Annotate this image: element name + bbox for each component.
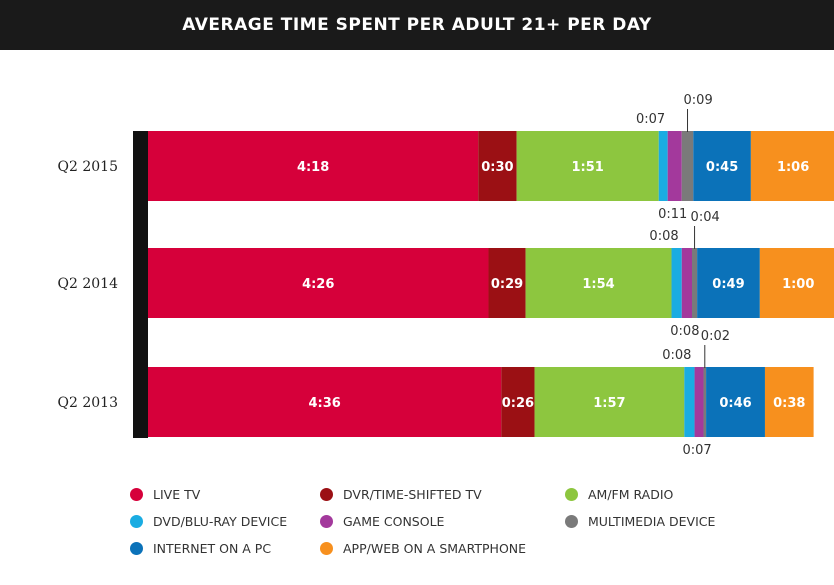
legend-item-dvr-time-shifted-tv: DVR/TIME-SHIFTED TV <box>320 484 482 504</box>
legend-swatch <box>565 514 578 528</box>
data-label-multimedia-device-q2-2015: 0:09 <box>684 93 713 108</box>
legend-label: APP/WEB ON A SMARTPHONE <box>343 540 527 556</box>
bar-app-web-on-a-smartphone-q2-2015 <box>750 131 834 201</box>
data-label-dvd-blu-ray-device-q2-2013: 0:08 <box>662 348 691 363</box>
data-label-internet-on-a-pc-q2-2013: 0:46 <box>719 396 751 411</box>
bar-game-console-q2-2013 <box>694 367 704 437</box>
legend-item-dvd-blu-ray-device: DVD/BLU-RAY DEVICE <box>130 511 287 531</box>
data-label-dvd-blu-ray-device-q2-2015: 0:07 <box>636 112 665 127</box>
category-axis <box>133 131 148 438</box>
category-label-q2-2015: Q2 2015 <box>58 159 118 175</box>
legend-swatch <box>565 487 578 501</box>
data-label-live-tv-q2-2013: 4:36 <box>308 396 340 411</box>
bar-multimedia-device-q2-2015 <box>681 131 694 201</box>
legend-swatch <box>320 514 333 528</box>
legend-swatch <box>130 487 143 501</box>
data-label-am-fm-radio-q2-2015: 1:51 <box>572 160 604 175</box>
category-label-q2-2014: Q2 2014 <box>58 276 119 292</box>
data-label-live-tv-q2-2015: 4:18 <box>297 160 329 175</box>
bar-live-tv-q2-2014 <box>148 248 489 318</box>
bar-dvr-time-shifted-tv-q2-2013 <box>501 367 535 437</box>
bar-internet-on-a-pc-q2-2014 <box>697 248 760 318</box>
data-label-game-console-q2-2014: 0:08 <box>670 324 699 339</box>
chart-legend: LIVE TV DVR/TIME-SHIFTED TV AM/FM RADIO DVD… <box>130 484 790 574</box>
data-label-dvr-time-shifted-tv-q2-2015: 0:30 <box>481 160 513 175</box>
bar-dvr-time-shifted-tv-q2-2014 <box>488 248 526 318</box>
data-label-dvr-time-shifted-tv-q2-2014: 0:29 <box>491 277 523 292</box>
bar-dvd-blu-ray-device-q2-2014 <box>671 248 682 318</box>
data-label-internet-on-a-pc-q2-2015: 0:45 <box>706 160 738 175</box>
bar-dvd-blu-ray-device-q2-2013 <box>684 367 695 437</box>
legend-label: GAME CONSOLE <box>343 513 445 529</box>
bar-live-tv-q2-2013 <box>148 367 502 437</box>
chart-title: AVERAGE TIME SPENT PER ADULT 21+ PER DAY <box>182 15 652 35</box>
legend-label: MULTIMEDIA DEVICE <box>588 513 716 529</box>
legend-swatch <box>130 514 143 528</box>
data-label-internet-on-a-pc-q2-2014: 0:49 <box>712 277 744 292</box>
bar-dvr-time-shifted-tv-q2-2015 <box>478 131 517 201</box>
legend-item-live-tv: LIVE TV <box>130 484 200 504</box>
data-label-app-web-on-a-smartphone-q2-2013: 0:38 <box>773 396 805 411</box>
bar-multimedia-device-q2-2014 <box>692 248 698 318</box>
legend-label: LIVE TV <box>153 486 201 502</box>
legend-swatch <box>130 541 143 555</box>
data-label-live-tv-q2-2014: 4:26 <box>302 277 334 292</box>
data-label-multimedia-device-q2-2013: 0:02 <box>701 329 730 344</box>
category-label-q2-2013: Q2 2013 <box>58 395 118 411</box>
bar-app-web-on-a-smartphone-q2-2014 <box>759 248 834 318</box>
bar-game-console-q2-2014 <box>681 248 692 318</box>
data-label-am-fm-radio-q2-2013: 1:57 <box>593 396 625 411</box>
data-label-multimedia-device-q2-2014: 0:04 <box>691 210 720 225</box>
legend-item-game-console: GAME CONSOLE <box>320 511 444 531</box>
bar-multimedia-device-q2-2013 <box>703 367 707 437</box>
bar-app-web-on-a-smartphone-q2-2013 <box>764 367 814 437</box>
legend-swatch <box>320 487 333 501</box>
data-label-game-console-q2-2013: 0:07 <box>682 443 711 458</box>
legend-label: AM/FM RADIO <box>588 486 674 502</box>
bar-internet-on-a-pc-q2-2015 <box>693 131 751 201</box>
bar-internet-on-a-pc-q2-2013 <box>706 367 765 437</box>
bar-am-fm-radio-q2-2013 <box>534 367 685 437</box>
stacked-bar-chart: Q2 2015 4:18 0:30 1:51 0:45 1:06 0:07 0:11 0:09 Q… <box>58 93 834 458</box>
data-label-am-fm-radio-q2-2014: 1:54 <box>582 277 614 292</box>
data-label-dvd-blu-ray-device-q2-2014: 0:08 <box>649 229 678 244</box>
bar-game-console-q2-2015 <box>667 131 682 201</box>
data-label-game-console-q2-2015: 0:11 <box>658 207 687 222</box>
legend-item-internet-on-a-pc: INTERNET ON A PC <box>130 538 271 558</box>
legend-swatch <box>320 541 333 555</box>
bar-am-fm-radio-q2-2014 <box>525 248 672 318</box>
bar-live-tv-q2-2015 <box>148 131 479 201</box>
legend-label: DVD/BLU-RAY DEVICE <box>153 513 288 529</box>
legend-label: INTERNET ON A PC <box>153 540 272 556</box>
legend-item-app-web-on-a-smartphone: APP/WEB ON A SMARTPHONE <box>320 538 526 558</box>
title-band <box>0 0 834 50</box>
legend-label: DVR/TIME-SHIFTED TV <box>343 486 482 502</box>
bar-am-fm-radio-q2-2015 <box>516 131 659 201</box>
bar-dvd-blu-ray-device-q2-2015 <box>658 131 668 201</box>
data-label-app-web-on-a-smartphone-q2-2015: 1:06 <box>777 160 809 175</box>
data-label-app-web-on-a-smartphone-q2-2014: 1:00 <box>782 277 814 292</box>
data-label-dvr-time-shifted-tv-q2-2013: 0:26 <box>502 396 534 411</box>
legend-item-am-fm-radio: AM/FM RADIO <box>565 484 673 504</box>
legend-item-multimedia-device: MULTIMEDIA DEVICE <box>565 511 715 531</box>
